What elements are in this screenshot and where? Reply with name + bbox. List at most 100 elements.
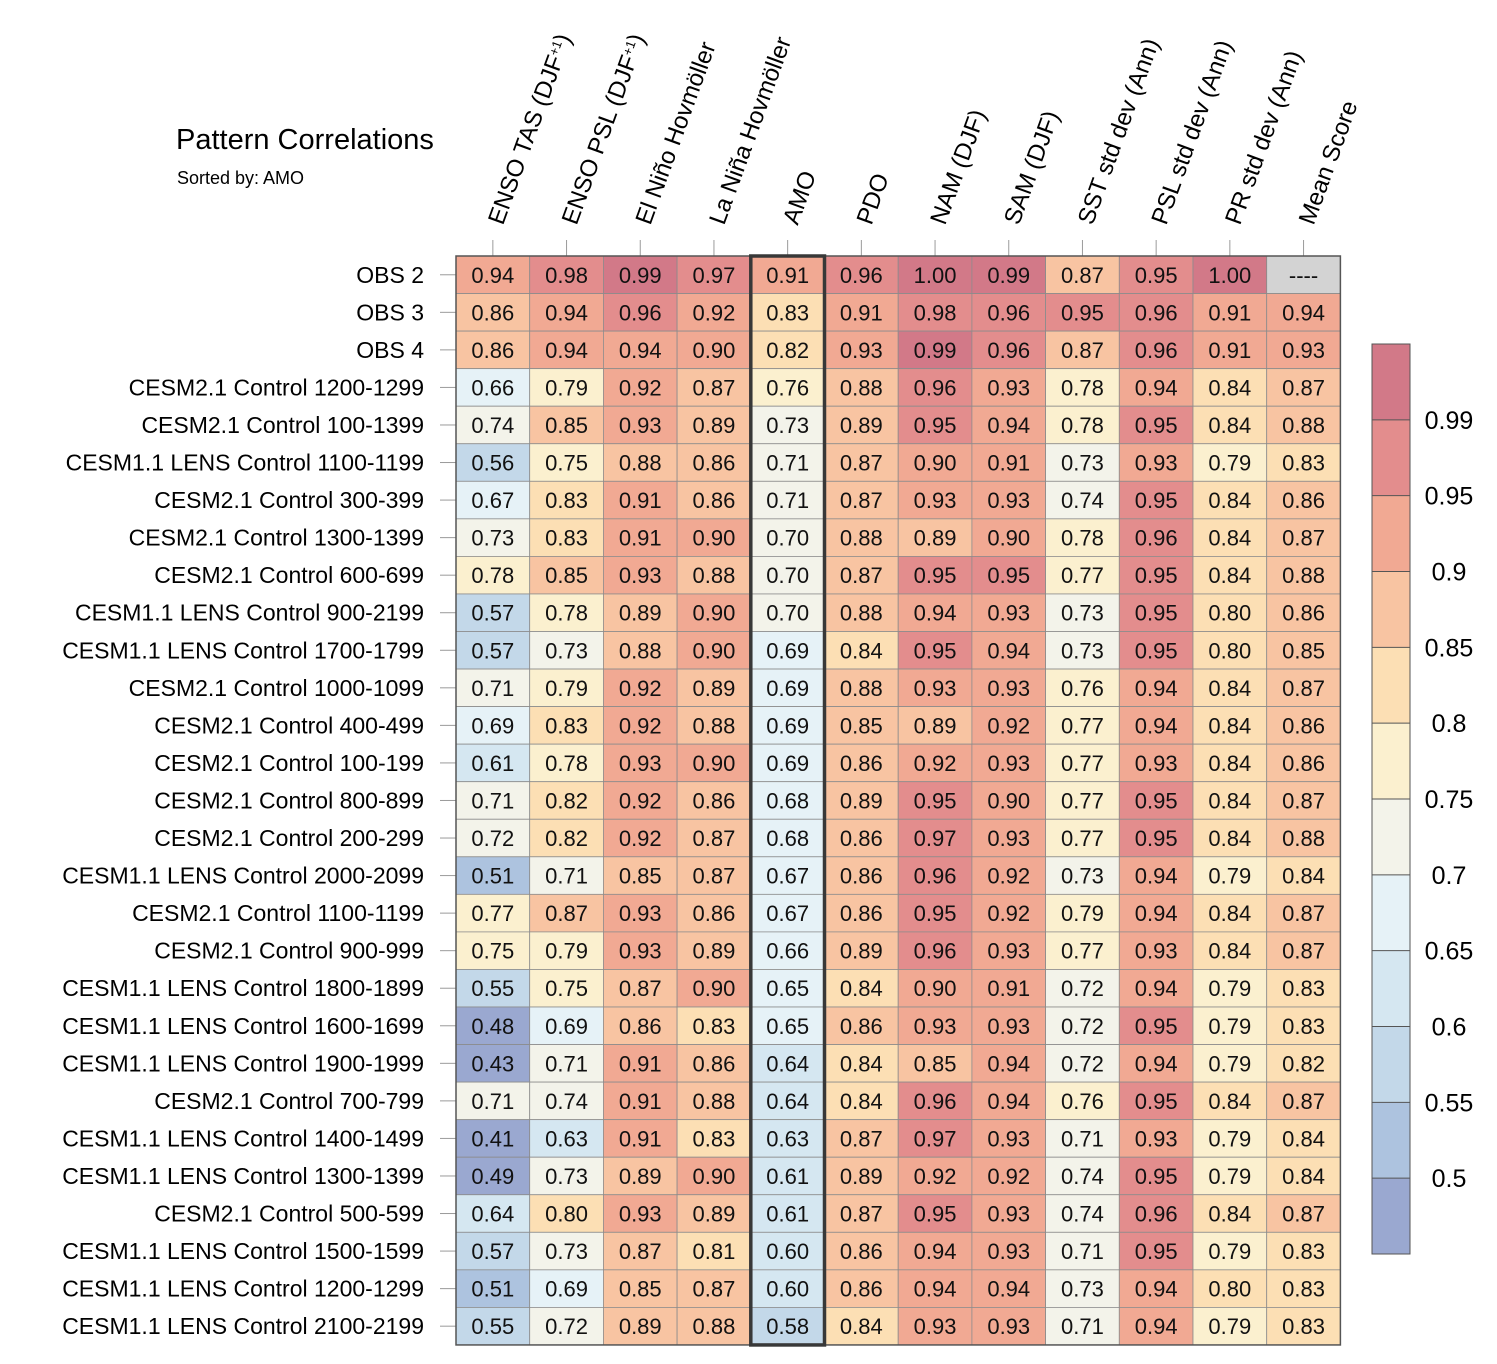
heatmap-cell [676,931,752,970]
cell-value: 0.90 [693,751,736,776]
heatmap-cell [529,593,604,632]
cell-value: 0.56 [471,451,514,476]
heatmap-cell [824,893,899,933]
heatmap-cell [603,480,678,520]
cell-value: 0.93 [987,1126,1030,1151]
heatmap-cell [1266,1119,1341,1158]
colorbar-label: 0.95 [1425,483,1474,511]
heatmap-cell [971,1006,1047,1045]
cell-value: 0.78 [1061,413,1104,438]
row-label: CESM1.1 LENS Control 2000-2099 [62,863,424,889]
cell-value: 0.99 [914,338,957,363]
heatmap-cell [824,631,899,670]
heatmap-cell [1266,443,1341,482]
row-label: CESM2.1 Control 400-499 [154,712,424,738]
cell-value: 0.95 [1135,263,1178,288]
heatmap-cell [455,1119,531,1158]
heatmap-cell [897,969,973,1008]
cell-value: 0.89 [840,788,883,813]
cell-value: 0.87 [1282,1089,1325,1114]
heatmap-cell [750,781,825,820]
row-label: CESM1.1 LENS Control 1900-1999 [62,1050,424,1076]
cell-value: 0.82 [545,826,588,851]
cell-value: 0.84 [1208,713,1251,738]
heatmap-cell [1118,443,1194,482]
cell-value: 0.73 [1061,864,1104,889]
cell-value: 0.86 [1282,751,1325,776]
heatmap-cell [971,1307,1047,1346]
cell-value: 0.94 [914,601,957,626]
row-label: CESM2.1 Control 1000-1099 [129,675,424,701]
cell-value: 0.43 [471,1051,514,1076]
cell-value: 0.92 [987,1164,1030,1189]
heatmap-cell [1118,293,1194,332]
heatmap-cell [897,706,973,745]
cell-value: 0.78 [1061,375,1104,400]
cell-value: 0.93 [619,413,662,438]
cell-value: 0.92 [693,300,736,325]
cell-value: 0.90 [914,451,957,476]
cell-value: 0.90 [693,976,736,1001]
heatmap-cell [1266,1194,1341,1233]
cell-value: 0.95 [914,413,957,438]
cell-value: 0.87 [840,1202,883,1227]
cell-value: 0.70 [766,526,809,551]
cell-value: 0.92 [914,1164,957,1189]
row-label: CESM1.1 LENS Control 2100-2199 [62,1313,424,1339]
heatmap-cell [1266,593,1341,632]
heatmap-cell [897,1231,973,1271]
row-label: OBS 3 [356,299,424,325]
heatmap-cell [529,1006,604,1045]
cell-value: 0.86 [840,751,883,776]
heatmap-cell [529,518,604,557]
heatmap-cell [529,556,604,595]
cell-value: 0.93 [1135,451,1178,476]
heatmap-cell [750,593,825,632]
cell-value: 0.95 [1135,413,1178,438]
column-header: PR std dev (Ann) [1220,47,1308,228]
heatmap-cell [1192,818,1268,858]
heatmap-cell [897,255,973,294]
heatmap-cell [1045,931,1120,970]
cell-value: 0.49 [471,1164,514,1189]
sorted-column-highlight [749,254,827,1347]
cell-value: 0.88 [840,676,883,701]
cell-value: 0.96 [1135,338,1178,363]
colorbar-segment [1372,1026,1410,1103]
cell-value: 0.64 [766,1051,809,1076]
heatmap-cell [603,1119,678,1158]
heatmap-cell [1192,1231,1268,1271]
heatmap-cell [750,1307,825,1346]
cell-value: 0.96 [1135,526,1178,551]
heatmap-cell [676,856,752,895]
cell-value: 0.79 [1208,1126,1251,1151]
cell-value: 0.95 [1135,563,1178,588]
cell-value: 0.88 [1282,413,1325,438]
heatmap-cell [529,368,604,407]
cell-value: 0.79 [1061,901,1104,926]
heatmap-cell [897,1044,973,1083]
cell-value: 0.94 [987,638,1030,663]
cell-value: 0.97 [914,826,957,851]
row-label: CESM1.1 LENS Control 900-2199 [75,600,424,626]
row-label: CESM2.1 Control 800-899 [154,787,424,813]
heatmap-cell [603,1156,678,1196]
cell-value: 0.73 [1061,601,1104,626]
heatmap-cell [897,368,973,407]
cell-value: 0.83 [693,1126,736,1151]
cell-value: 0.87 [693,375,736,400]
heatmap-cell [1192,518,1268,557]
heatmap-cell [529,1044,604,1083]
heatmap-cell [455,405,531,445]
cell-value: 0.96 [987,300,1030,325]
heatmap-cell [897,1194,973,1233]
cell-value: 0.86 [471,338,514,363]
cell-value: 0.61 [766,1164,809,1189]
cell-value: 0.71 [471,676,514,701]
cell-value: 0.94 [1135,864,1178,889]
heatmap-cell [676,1269,752,1308]
cell-value: 0.94 [987,1051,1030,1076]
cell-value: 0.91 [619,1126,662,1151]
cell-value: 0.87 [693,1277,736,1302]
cell-value: 0.94 [1282,300,1325,325]
